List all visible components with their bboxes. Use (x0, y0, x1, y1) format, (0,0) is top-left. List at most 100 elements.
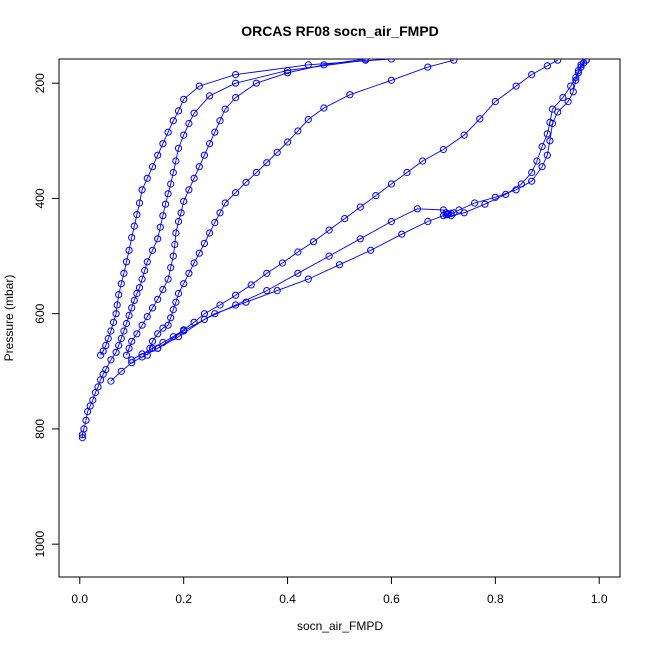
data-point (125, 344, 133, 352)
x-tick-label: 0.6 (383, 592, 400, 606)
data-point (167, 314, 175, 322)
data-point (232, 189, 240, 197)
data-point (174, 289, 183, 298)
data-point (309, 238, 318, 246)
data-point (528, 177, 536, 185)
data-point (161, 200, 170, 208)
data-point (247, 281, 255, 289)
data-point (171, 240, 179, 249)
data-point (211, 310, 219, 318)
data-point (185, 119, 193, 128)
data-point (130, 222, 138, 230)
data-point (195, 82, 203, 90)
data-point (169, 306, 177, 314)
data-point (86, 402, 94, 410)
data-point (419, 157, 427, 165)
data-point (200, 151, 208, 159)
data-point (502, 190, 510, 198)
data-point (164, 321, 172, 329)
data-point (206, 92, 214, 100)
data-point (104, 334, 112, 343)
data-point (82, 416, 90, 424)
data-point (135, 284, 144, 292)
data-point (128, 359, 136, 367)
data-point (546, 118, 554, 127)
x-tick-label: 0.4 (279, 592, 296, 606)
data-layer (78, 59, 590, 442)
data-point (252, 79, 260, 87)
data-point (102, 366, 110, 374)
data-point (387, 217, 395, 226)
data-point (174, 107, 183, 115)
data-point (546, 137, 554, 145)
data-point (172, 229, 180, 237)
data-point (356, 235, 364, 243)
data-point (190, 109, 198, 117)
data-point (232, 301, 240, 309)
data-point (538, 163, 546, 171)
data-point (180, 197, 188, 205)
data-point (284, 138, 292, 146)
data-point (582, 59, 590, 64)
data-point (232, 79, 240, 87)
data-point (211, 128, 219, 136)
data-point (138, 321, 146, 329)
data-point (128, 337, 136, 345)
data-point (172, 157, 180, 165)
data-point (356, 203, 364, 211)
data-point (143, 174, 151, 182)
data-point (148, 337, 157, 345)
data-point (543, 151, 551, 159)
data-point (133, 211, 141, 219)
data-point (304, 115, 312, 124)
data-point (128, 304, 136, 312)
data-point (424, 217, 432, 226)
data-point (195, 163, 203, 171)
data-point (128, 234, 136, 242)
data-point (84, 408, 92, 416)
data-point (543, 62, 551, 70)
chart-title: ORCAS RF08 socn_air_FMPD (241, 23, 439, 39)
data-point (273, 148, 281, 156)
data-point (554, 59, 562, 64)
data-point (180, 131, 188, 139)
data-point (491, 98, 499, 106)
data-point (447, 212, 455, 220)
data-point (154, 344, 162, 352)
data-point (387, 180, 395, 188)
data-point (206, 140, 214, 148)
data-point (109, 318, 118, 326)
data-point (102, 341, 110, 349)
data-point (120, 269, 128, 277)
data-point (143, 313, 151, 321)
data-point (89, 396, 97, 404)
data-point (572, 73, 580, 82)
data-point (564, 98, 572, 106)
data-point (403, 168, 411, 177)
data-point (125, 246, 133, 254)
data-point (548, 105, 557, 113)
data-point (216, 301, 224, 309)
data-point (252, 168, 260, 177)
data-point (559, 94, 567, 102)
data-point (447, 209, 455, 217)
data-point (533, 157, 541, 165)
data-point (107, 327, 115, 335)
data-point (107, 356, 115, 364)
data-point (567, 82, 575, 90)
data-point (148, 246, 157, 254)
data-point (148, 163, 157, 171)
x-tick-label: 1.0 (591, 592, 608, 606)
data-point (133, 289, 141, 298)
data-point (460, 131, 468, 139)
data-point (398, 230, 406, 238)
data-point (574, 66, 583, 75)
data-point (263, 269, 271, 277)
data-point (185, 186, 193, 194)
data-point (190, 174, 198, 182)
data-point (169, 117, 177, 125)
data-point (294, 248, 302, 256)
data-point (138, 186, 146, 194)
data-point (294, 127, 302, 135)
